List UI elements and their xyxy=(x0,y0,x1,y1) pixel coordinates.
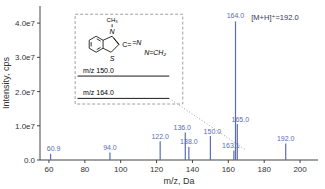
y-axis-line xyxy=(40,6,41,160)
bond xyxy=(89,36,96,40)
x-tick-label: 80 xyxy=(80,165,89,174)
annotation: m/z 150.0 xyxy=(83,67,114,74)
x-tick-label: 200 xyxy=(293,165,307,174)
peak-label: 122.0 xyxy=(151,133,169,140)
peak-label: 136.0 xyxy=(174,124,192,131)
annotation: m/z 164.0 xyxy=(83,89,114,96)
x-tick-label: 120 xyxy=(150,165,164,174)
stem xyxy=(235,21,236,160)
peak-label: 94.0 xyxy=(103,144,117,151)
bond xyxy=(89,48,96,52)
y-tick-label: 3.0e7 xyxy=(15,53,36,62)
x-tick xyxy=(48,160,49,163)
stem xyxy=(285,144,286,160)
fragment-line xyxy=(78,76,170,77)
peak-label: 165.0 xyxy=(232,116,250,123)
x-tick xyxy=(120,160,121,163)
atom-label: N=CH₂ xyxy=(144,49,166,56)
chart: 60 80 100 120 140 160 180 200 0.0 1.0e7 2.0e7 3.0e7… xyxy=(0,0,325,189)
bond xyxy=(97,39,101,41)
y-axis-label: Intensity, cps xyxy=(1,57,11,109)
atom-label: CH₃ xyxy=(107,17,119,23)
stem xyxy=(233,150,234,160)
peak-label: 60.9 xyxy=(47,145,61,152)
x-tick xyxy=(300,160,301,163)
x-tick xyxy=(228,160,229,163)
y-tick-label: 0.0 xyxy=(24,156,36,165)
y-tick xyxy=(37,160,40,161)
peak-label: 192.0 xyxy=(277,135,295,142)
connector-line xyxy=(169,98,245,150)
stem xyxy=(185,133,186,160)
annotation: [M+H]⁺=192.0 xyxy=(251,13,298,22)
y-tick-label: 1.0e7 xyxy=(15,122,36,131)
y-tick xyxy=(37,91,40,92)
atom-label: C= xyxy=(122,41,131,48)
bond xyxy=(96,36,103,40)
y-tick xyxy=(37,57,40,58)
bond xyxy=(112,24,113,27)
bond xyxy=(103,36,112,40)
bond xyxy=(103,40,104,48)
bond xyxy=(89,40,90,48)
x-tick xyxy=(84,160,85,163)
stem xyxy=(109,152,110,160)
y-tick xyxy=(37,125,40,126)
bond xyxy=(112,36,119,44)
stem xyxy=(188,147,189,160)
bond xyxy=(91,42,92,46)
x-tick-label: 60 xyxy=(45,165,54,174)
bond xyxy=(96,48,103,52)
y-tick xyxy=(37,23,40,24)
x-tick-label: 100 xyxy=(114,165,128,174)
peak-label: 164.0 xyxy=(227,12,245,19)
bond xyxy=(113,38,118,45)
y-tick-label: 4.0e7 xyxy=(15,19,36,28)
stem xyxy=(50,154,51,160)
structure: S N CH₃ C==NN=CH₂ xyxy=(89,17,166,62)
x-tick xyxy=(192,160,193,163)
x-tick xyxy=(264,160,265,163)
stem xyxy=(160,141,161,160)
x-axis-label: m/z, Da xyxy=(163,176,194,186)
x-tick-label: 160 xyxy=(222,165,236,174)
fragment-line xyxy=(78,98,170,99)
x-axis-line xyxy=(40,160,318,161)
bond xyxy=(103,48,111,52)
x-tick-label: 140 xyxy=(186,165,200,174)
bond xyxy=(97,47,101,49)
peak-label: 150.0 xyxy=(204,128,222,135)
atom-label: S xyxy=(110,55,115,62)
x-tick xyxy=(156,160,157,163)
x-tick-label: 180 xyxy=(258,165,272,174)
bond xyxy=(111,44,119,52)
peak-label: 163.1 xyxy=(222,142,240,149)
atom-label: =N xyxy=(132,39,142,46)
peak-label: 138.0 xyxy=(180,138,198,145)
inset-box xyxy=(75,14,183,104)
atom-label: N xyxy=(110,28,116,35)
y-tick-label: 2.0e7 xyxy=(15,88,36,97)
stem xyxy=(210,136,211,160)
